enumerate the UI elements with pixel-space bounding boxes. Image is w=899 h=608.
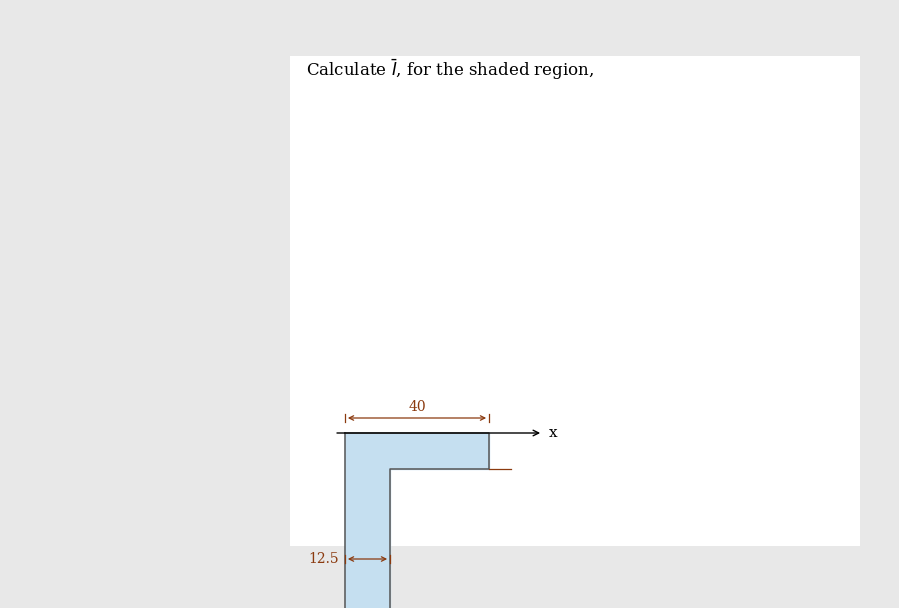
Text: Calculate $\bar{I}$, for the shaded region,: Calculate $\bar{I}$, for the shaded regi…: [306, 58, 594, 82]
Text: 12.5: 12.5: [308, 552, 339, 566]
Text: x: x: [549, 426, 557, 440]
Text: 40: 40: [408, 400, 426, 414]
Polygon shape: [345, 433, 489, 608]
FancyBboxPatch shape: [290, 56, 860, 546]
